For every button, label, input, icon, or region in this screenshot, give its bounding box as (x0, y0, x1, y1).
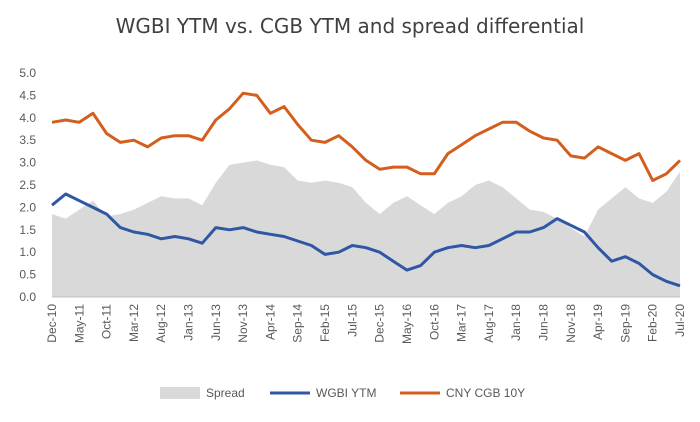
x-tick-label: Jan-13 (182, 304, 196, 341)
x-tick-label: Dec-15 (373, 304, 387, 343)
x-tick-label: Feb-20 (646, 304, 660, 342)
x-tick-label: Dec-10 (45, 304, 59, 343)
x-tick-label: Aug-17 (482, 304, 496, 343)
x-tick-label: Jul-15 (345, 304, 359, 337)
legend-label-spread: Spread (206, 386, 245, 400)
y-tick-label: 2.0 (19, 200, 36, 214)
x-tick-label: May-16 (400, 304, 414, 344)
y-tick-label: 4.5 (19, 88, 36, 102)
x-tick-label: Oct-16 (427, 304, 441, 340)
y-tick-label: 5.0 (19, 66, 36, 80)
y-tick-label: 2.5 (19, 178, 36, 192)
x-tick-label: Apr-14 (263, 304, 277, 340)
x-tick-label: Aug-12 (154, 304, 168, 343)
series-area-spread (52, 160, 680, 297)
x-tick-label: Sep-19 (618, 304, 632, 343)
y-tick-label: 0.0 (19, 290, 36, 304)
x-tick-label: Mar-12 (127, 304, 141, 342)
y-tick-label: 0.5 (19, 268, 36, 282)
x-tick-label: May-11 (72, 304, 86, 343)
legend-label-wgbi-ytm: WGBI YTM (316, 386, 376, 400)
x-tick-label: Apr-19 (591, 304, 605, 340)
x-tick-label: Sep-14 (291, 304, 305, 343)
x-tick-label: Nov-13 (236, 304, 250, 343)
x-tick-label: Nov-18 (564, 304, 578, 343)
x-tick-label: Jul-20 (673, 304, 687, 337)
y-tick-label: 4.0 (19, 111, 36, 125)
legend-label-cny-cgb-10y: CNY CGB 10Y (446, 386, 525, 400)
x-tick-label: Feb-15 (318, 304, 332, 342)
y-tick-label: 1.5 (19, 223, 36, 237)
y-tick-label: 1.0 (19, 245, 36, 259)
chart-title: WGBI YTM vs. CGB YTM and spread differen… (115, 14, 585, 38)
x-tick-label: Oct-11 (100, 304, 114, 339)
x-tick-label: Jun-18 (536, 304, 550, 341)
x-tick-label: Jun-13 (209, 304, 223, 341)
y-tick-label: 3.5 (19, 133, 36, 147)
legend-swatch-spread (160, 387, 200, 399)
series-line-cny-cgb-10y (51, 91, 682, 182)
x-tick-label: Mar-17 (455, 304, 469, 342)
x-tick-label: Jan-18 (509, 304, 523, 341)
series-line-wgbi-ytm (51, 192, 681, 288)
y-tick-label: 3.0 (19, 156, 36, 170)
